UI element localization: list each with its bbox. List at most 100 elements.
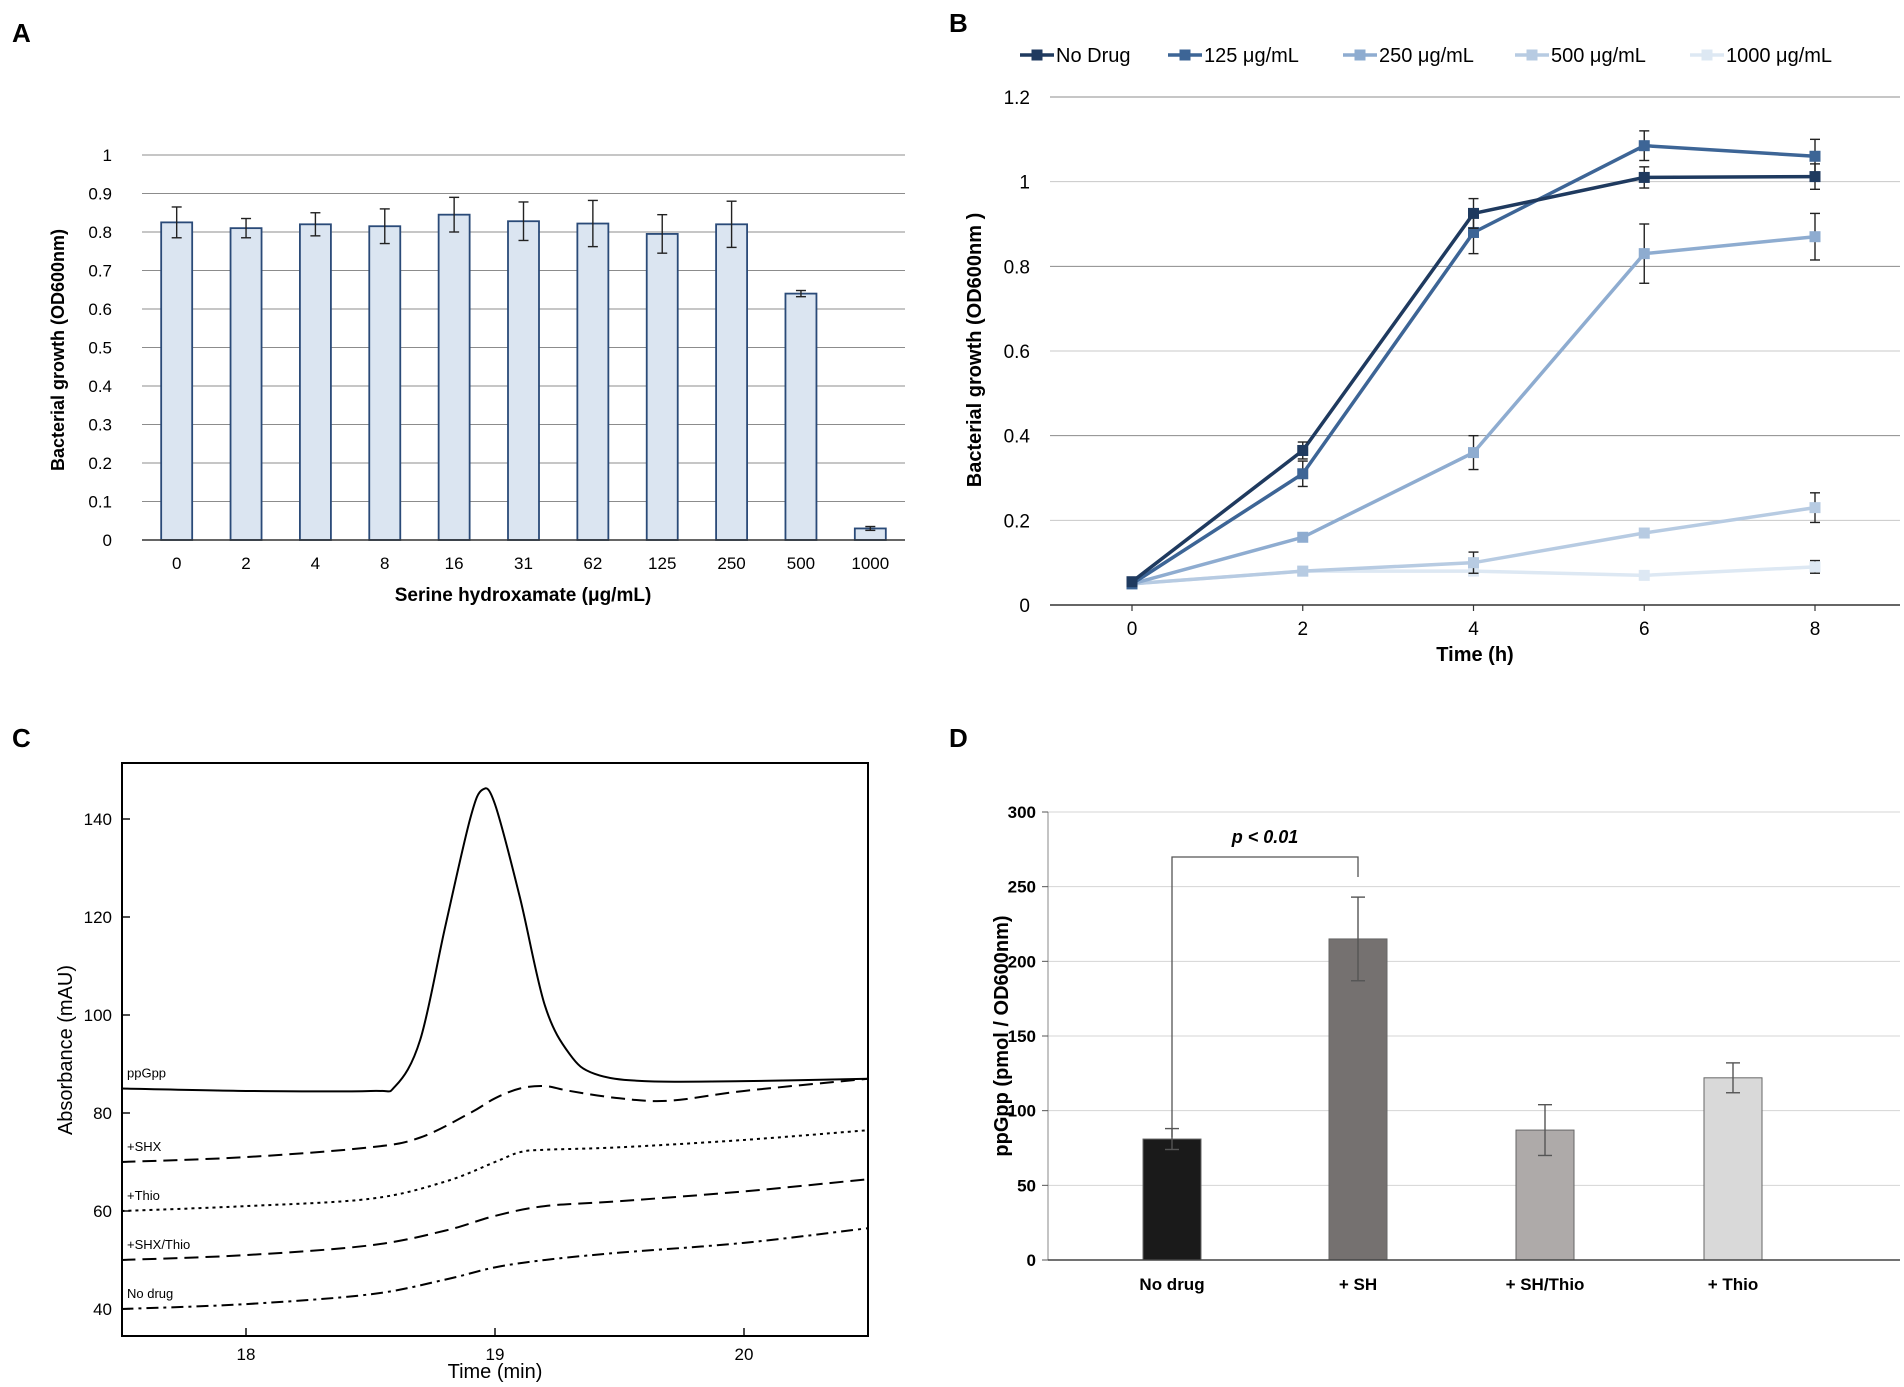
panel-b-y-label: Bacterial growth (OD600nm ): [964, 213, 986, 488]
panel-a-bar: [645, 233, 679, 541]
panel-d-x-tick-label: No drug: [1139, 1275, 1204, 1294]
panel-d-y-tick-label: 200: [1008, 952, 1036, 971]
panel-c-y-tick-label: 140: [84, 810, 112, 829]
panel-c-y-tick-label: 80: [93, 1104, 112, 1123]
legend-swatch-marker: [1526, 49, 1538, 61]
panel-c-trace-label: +SHX/Thio: [127, 1237, 190, 1252]
panel-a-y-tick-label: 0.2: [88, 454, 112, 473]
panel-b-x-tick-label: 4: [1468, 619, 1479, 640]
legend-swatch-marker: [1701, 49, 1713, 61]
panel-b-x-ticks: 0 2 4 6 8: [1127, 605, 1821, 640]
panel-c-trace-4: [121, 1227, 869, 1310]
legend-swatch-marker: [1179, 49, 1191, 61]
panel-b-data-point: [1809, 150, 1821, 162]
significance-bracket-line: [1171, 856, 1359, 1137]
panel-a-bar: [507, 220, 540, 541]
legend-swatch-marker: [1031, 49, 1043, 61]
panel-c-x-ticks: 18 19 20: [237, 1328, 753, 1364]
significance-bracket: p < 0.01: [1171, 827, 1359, 1137]
panel-c-y-label: Absorbance (mAU): [55, 965, 77, 1135]
panel-d-bars: [1142, 896, 1763, 1261]
panel-c-trace-label: +SHX: [127, 1139, 162, 1154]
panel-b-data-point: [1468, 226, 1479, 238]
panel-d-y-ticks: 0 50 100 150 200 250 300: [1008, 803, 1048, 1270]
panel-a-x-tick-label: 125: [648, 554, 676, 573]
panel-c-y-tick-label: 60: [93, 1202, 112, 1221]
panel-b-x-tick-label: 0: [1127, 619, 1138, 640]
panel-b-y-tick-label: 1: [1019, 173, 1030, 194]
panel-b: B No Drug 125 μg/mL 250 μg/mL 500 μg/mL 1000…: [949, 8, 1900, 666]
panel-a-y-tick-label: 0.1: [88, 493, 112, 512]
panel-a-bar: [715, 223, 748, 541]
panel-b-data-point: [1638, 569, 1650, 581]
panel-b-y-ticks: 0 0.2 0.4 0.6 0.8 1 1.2: [1004, 88, 1031, 617]
legend-label: No Drug: [1056, 45, 1130, 67]
panel-d-y-tick-label: 50: [1017, 1176, 1036, 1195]
panel-c-y-tick-label: 120: [84, 908, 112, 927]
panel-d-y-label: ppGpp (pmol / OD600nm): [991, 915, 1013, 1156]
panel-a-x-label: Serine hydroxamate (μg/mL): [395, 585, 652, 606]
panel-d-y-tick-label: 250: [1008, 878, 1036, 897]
panel-a-x-tick-label: 8: [380, 554, 389, 573]
panel-a-y-tick-label: 0.7: [88, 262, 112, 281]
panel-b-y-tick-label: 0: [1019, 596, 1030, 617]
panel-d-y-tick-label: 0: [1027, 1251, 1036, 1270]
panel-a-bar: [229, 227, 263, 541]
panel-b-series: [1126, 130, 1821, 590]
panel-a-bar: [576, 222, 610, 541]
panel-b-y-tick-label: 0.2: [1004, 511, 1030, 532]
panel-b-data-point: [1809, 171, 1821, 183]
panel-b-series-0: [1126, 163, 1821, 588]
panel-b-y-tick-label: 0.8: [1004, 257, 1030, 278]
panel-c-y-ticks: 40 60 80 100 120 140: [84, 810, 130, 1319]
panel-d-bar: [1142, 1138, 1202, 1261]
legend-label: 500 μg/mL: [1551, 45, 1646, 67]
panel-c-label: C: [12, 723, 31, 753]
panel-d-x-tick-label: + Thio: [1708, 1275, 1759, 1294]
panel-a-x-tick-label: 16: [445, 554, 464, 573]
panel-a-y-tick-label: 0.4: [88, 377, 112, 396]
panel-d-x-tick-label: + SH: [1339, 1275, 1377, 1294]
panel-a-bar: [299, 223, 332, 541]
panel-a-x-tick-label: 250: [717, 554, 745, 573]
panel-a-x-tick-label: 62: [583, 554, 602, 573]
panel-a-bar: [437, 213, 471, 541]
panel-d: D 0 50 100 150 200 250 300 No drug + SH + SH/Thi…: [949, 723, 1900, 1294]
panel-a-bar: [784, 292, 818, 541]
panel-b-data-point: [1297, 468, 1309, 480]
panel-c-traces: ppGpp +SHX +Thio +SHX/Thio No drug: [121, 787, 869, 1310]
panel-c-y-tick-label: 100: [84, 1006, 112, 1025]
panel-c-trace-3: [121, 1178, 869, 1261]
panel-a-x-tick-label: 31: [514, 554, 533, 573]
panel-b-data-point: [1638, 140, 1650, 152]
panel-a-x-tick-label: 1000: [851, 554, 889, 573]
legend-swatch-marker: [1354, 49, 1366, 61]
panel-b-x-label: Time (h): [1436, 644, 1513, 666]
panel-b-series-2: [1126, 212, 1821, 590]
panel-b-data-point: [1638, 171, 1650, 183]
legend-label: 250 μg/mL: [1379, 45, 1474, 67]
panel-b-data-point: [1468, 207, 1479, 219]
panel-b-label: B: [949, 8, 968, 38]
panel-c-trace-2: [121, 1129, 869, 1212]
panel-b-data-point: [1809, 561, 1821, 573]
panel-d-x-tick-label: + SH/Thio: [1506, 1275, 1585, 1294]
panel-d-bar: [1328, 938, 1388, 1261]
panel-b-data-point: [1126, 576, 1138, 588]
panel-b-legend: No Drug 125 μg/mL 250 μg/mL 500 μg/mL 1000 μ…: [1020, 45, 1832, 67]
panel-d-bar: [1703, 1077, 1763, 1261]
panel-a-bar: [160, 221, 194, 541]
panel-a-y-label: Bacterial growth (OD600nm): [48, 229, 68, 471]
panel-a-bar: [368, 225, 402, 541]
panel-d-y-tick-label: 100: [1008, 1102, 1036, 1121]
panel-b-data-point: [1297, 531, 1309, 543]
panel-a-x-tick-label: 4: [311, 554, 320, 573]
significance-annotation: p < 0.01: [1231, 827, 1299, 847]
legend-label: 125 μg/mL: [1204, 45, 1299, 67]
panel-b-data-point: [1297, 444, 1309, 456]
legend-label: 1000 μg/mL: [1726, 45, 1832, 67]
panel-b-x-tick-label: 8: [1810, 619, 1821, 640]
panel-d-x-ticks: No drug + SH + SH/Thio + Thio: [1139, 1275, 1758, 1294]
panel-c-x-tick-label: 19: [486, 1345, 505, 1364]
panel-c-y-tick-label: 40: [93, 1300, 112, 1319]
